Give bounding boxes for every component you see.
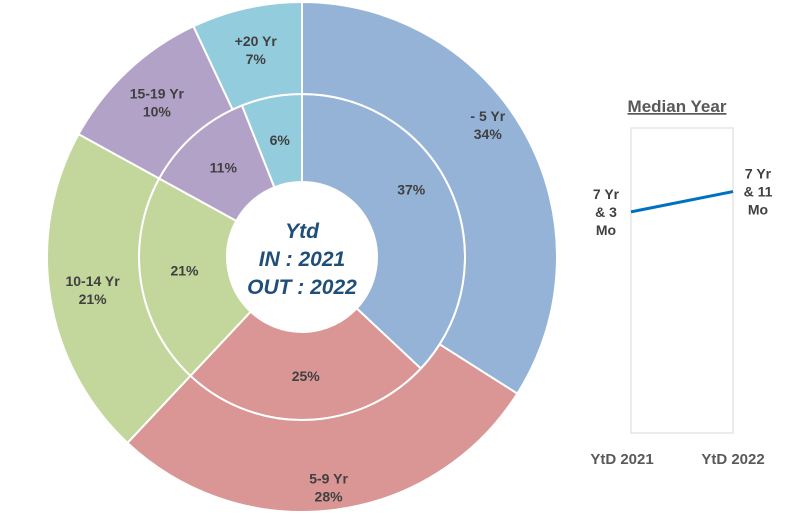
center-label-line-1: Ytd (285, 220, 320, 243)
line-chart-title: Median Year (628, 97, 727, 116)
center-label-line-2: IN : 2021 (259, 248, 345, 271)
outer-slice-4 (192, 0, 303, 111)
inner-slice-label-3: 11% (210, 160, 238, 176)
outer-slice-2 (46, 132, 192, 445)
x-tick-label-2022: YtD 2022 (701, 451, 764, 468)
median-year-line (630, 190, 734, 214)
inner-slice-label-0: 37% (397, 182, 426, 198)
outer-slice-label-0: - 5 Yr 34% (470, 108, 505, 142)
inner-slice-label-4: 6% (270, 132, 291, 148)
outer-slice-1 (126, 342, 519, 513)
donut-chart: 37% 25% 21% 11% 6% - 5 Yr 34% 5-9 Yr 28% 10-14 Yr… (46, 0, 558, 513)
outer-slice-label-3: 15-19 Yr 10% (130, 85, 185, 119)
plot-area (630, 127, 734, 434)
outer-slice-label-1: 5-9 Yr 28% (309, 470, 348, 504)
center-label-line-3: OUT : 2022 (247, 276, 357, 299)
outer-slice-label-4: +20 Yr 7% (235, 33, 278, 67)
inner-slice-label-1: 25% (292, 368, 321, 384)
donut-hole (227, 182, 377, 332)
inner-slice-label-2: 21% (170, 263, 199, 279)
outer-slice-0 (301, 0, 558, 396)
outer-slice-label-2: 10-14 Yr 21% (65, 273, 120, 307)
median-data-label-1: 7 Yr & 11 Mo (744, 166, 773, 218)
